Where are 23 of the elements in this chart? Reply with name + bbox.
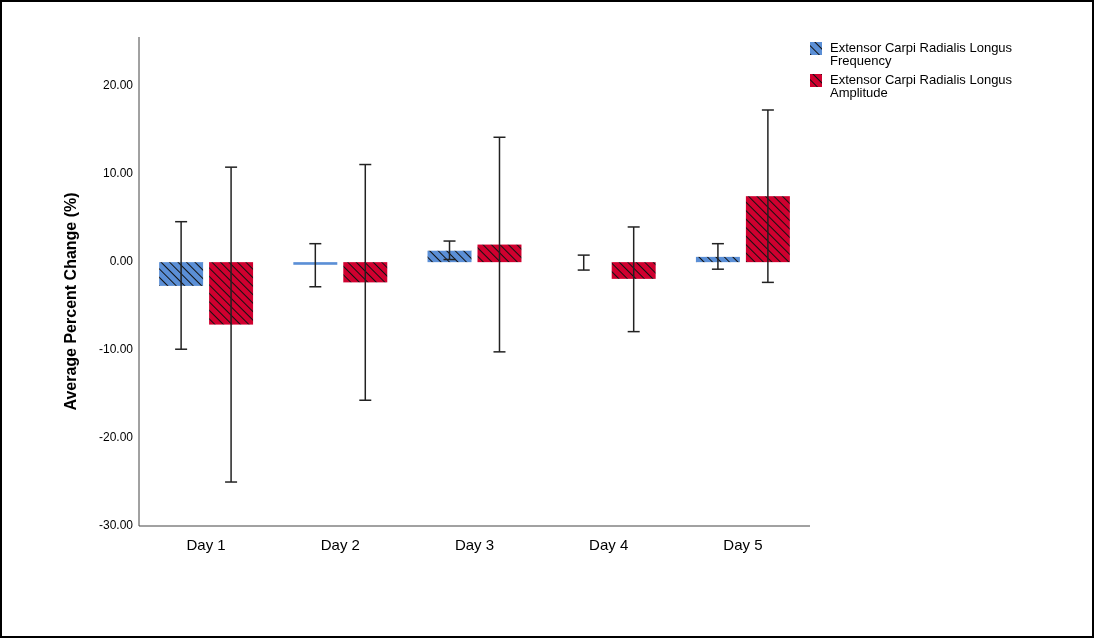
bar <box>209 262 254 325</box>
x-tick-label: Day 4 <box>589 536 629 553</box>
x-tick-label: Day 1 <box>186 536 226 553</box>
y-tick-label: 20.00 <box>102 78 134 93</box>
y-tick-label: -20.00 <box>98 430 134 445</box>
bar <box>695 256 740 263</box>
bar <box>611 262 656 279</box>
bar <box>427 250 472 263</box>
y-tick-label: 0.00 <box>109 254 134 269</box>
y-axis-title: Average Percent Change (%) <box>62 192 79 411</box>
legend-label: Extensor Carpi Radialis Longus Frequency <box>830 40 1013 68</box>
x-tick-label: Day 2 <box>320 536 360 553</box>
bar <box>745 196 790 263</box>
bar <box>159 262 204 286</box>
x-tick-label: Day 3 <box>454 536 495 553</box>
y-tick-label: 10.00 <box>102 166 134 181</box>
y-tick-label: -10.00 <box>98 342 134 357</box>
bar <box>343 262 388 283</box>
x-tick-label: Day 5 <box>723 536 763 553</box>
bar <box>477 244 522 263</box>
y-tick-label: -30.00 <box>98 518 134 533</box>
bar <box>293 262 338 265</box>
legend-label: Extensor Carpi Radialis Longus Amplitude <box>830 72 1013 100</box>
